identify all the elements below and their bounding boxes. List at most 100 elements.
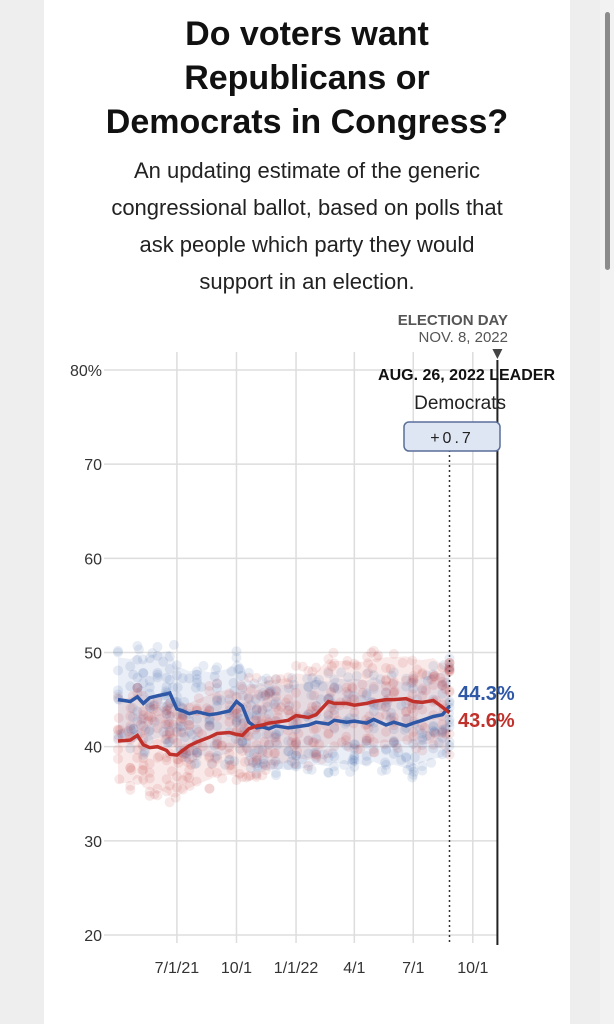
poll-dot: [177, 775, 188, 786]
poll-dot: [152, 723, 163, 734]
poll-dot: [250, 715, 261, 726]
poll-dot: [371, 652, 382, 663]
poll-dot: [283, 736, 294, 747]
poll-dot: [152, 790, 163, 801]
poll-dot: [349, 739, 360, 750]
poll-dot: [125, 702, 136, 713]
poll-dot: [251, 703, 262, 714]
poll-dot: [388, 687, 399, 698]
poll-dot: [224, 755, 235, 766]
x-tick-label: 10/1: [457, 960, 488, 977]
poll-dot: [138, 668, 149, 679]
poll-dot: [237, 745, 248, 756]
poll-dot: [428, 739, 439, 750]
poll-dot: [350, 739, 361, 750]
poll-dot: [323, 753, 334, 764]
poll-dot: [132, 682, 143, 693]
poll-dot: [408, 769, 419, 780]
poll-dot: [224, 754, 235, 765]
poll-dot: [288, 732, 299, 743]
y-tick-label: 30: [84, 834, 102, 851]
poll-dot: [265, 688, 276, 699]
poll-dot: [357, 679, 368, 690]
leader-margin-value: +0.7: [430, 430, 474, 447]
poll-dot: [388, 688, 399, 699]
chart-card: [44, 0, 570, 1024]
poll-dot: [204, 721, 215, 732]
poll-dot: [341, 740, 352, 751]
poll-dot: [270, 767, 281, 778]
poll-dot: [388, 736, 399, 747]
poll-dot: [171, 722, 182, 733]
poll-dot: [198, 660, 209, 671]
poll-dot: [407, 689, 418, 700]
poll-dot: [138, 706, 149, 717]
poll-dot: [270, 674, 281, 685]
poll-dot: [139, 747, 150, 758]
poll-dot: [253, 744, 264, 755]
poll-dot: [263, 675, 274, 686]
leader-date-label: AUG. 26, 2022 LEADER: [378, 367, 555, 384]
poll-dot: [237, 719, 248, 730]
poll-dot: [386, 670, 397, 681]
poll-dot: [133, 644, 144, 655]
poll-dot: [177, 673, 188, 684]
scrollbar-thumb[interactable]: [605, 12, 610, 270]
poll-dot: [257, 688, 268, 699]
poll-dot: [116, 728, 127, 739]
poll-dot: [444, 729, 455, 740]
poll-dot: [260, 690, 271, 701]
poll-dot: [126, 765, 137, 776]
poll-dot: [386, 712, 397, 723]
poll-dot: [311, 749, 322, 760]
poll-dot: [231, 716, 242, 727]
poll-dot: [424, 730, 435, 741]
poll-dot: [152, 706, 163, 717]
poll-dot: [160, 734, 171, 745]
poll-dot: [293, 728, 304, 739]
poll-dot: [161, 705, 172, 716]
poll-dot: [113, 753, 123, 764]
poll-dot: [184, 765, 195, 776]
poll-dot: [399, 724, 410, 735]
poll-dot: [184, 673, 195, 684]
poll-dot: [303, 748, 314, 759]
poll-dot: [234, 743, 245, 754]
scrollbar[interactable]: [600, 0, 614, 1024]
poll-dot: [212, 767, 223, 778]
poll-dot: [161, 709, 172, 720]
poll-dot: [113, 724, 123, 735]
poll-dot: [286, 673, 297, 684]
trend-line: [117, 696, 451, 757]
poll-dot: [336, 667, 347, 678]
poll-dot: [329, 674, 340, 685]
poll-dot: [347, 683, 358, 694]
poll-dot: [179, 731, 190, 742]
poll-dot: [311, 747, 322, 758]
poll-dot: [303, 665, 314, 676]
poll-dot: [181, 756, 192, 767]
poll-dot: [303, 761, 314, 772]
poll-dot: [138, 752, 149, 763]
poll-dot: [184, 726, 195, 737]
poll-dot: [311, 753, 322, 764]
poll-dot: [444, 664, 455, 675]
poll-dot: [408, 673, 419, 684]
poll-dot: [138, 677, 149, 688]
poll-dot: [172, 754, 183, 765]
poll-dot: [291, 737, 302, 748]
poll-dot: [315, 694, 326, 705]
poll-dot: [263, 688, 274, 699]
poll-dot: [307, 672, 318, 683]
poll-dot: [444, 664, 455, 675]
poll-dot: [251, 771, 262, 782]
poll-dot: [429, 727, 440, 738]
poll-dot: [212, 696, 223, 707]
poll-dot: [343, 741, 354, 752]
poll-dot: [349, 750, 360, 761]
poll-dot: [231, 775, 242, 786]
poll-dot: [327, 748, 338, 759]
poll-dot: [291, 739, 302, 750]
poll-dot: [401, 752, 412, 763]
poll-dot: [191, 758, 202, 769]
